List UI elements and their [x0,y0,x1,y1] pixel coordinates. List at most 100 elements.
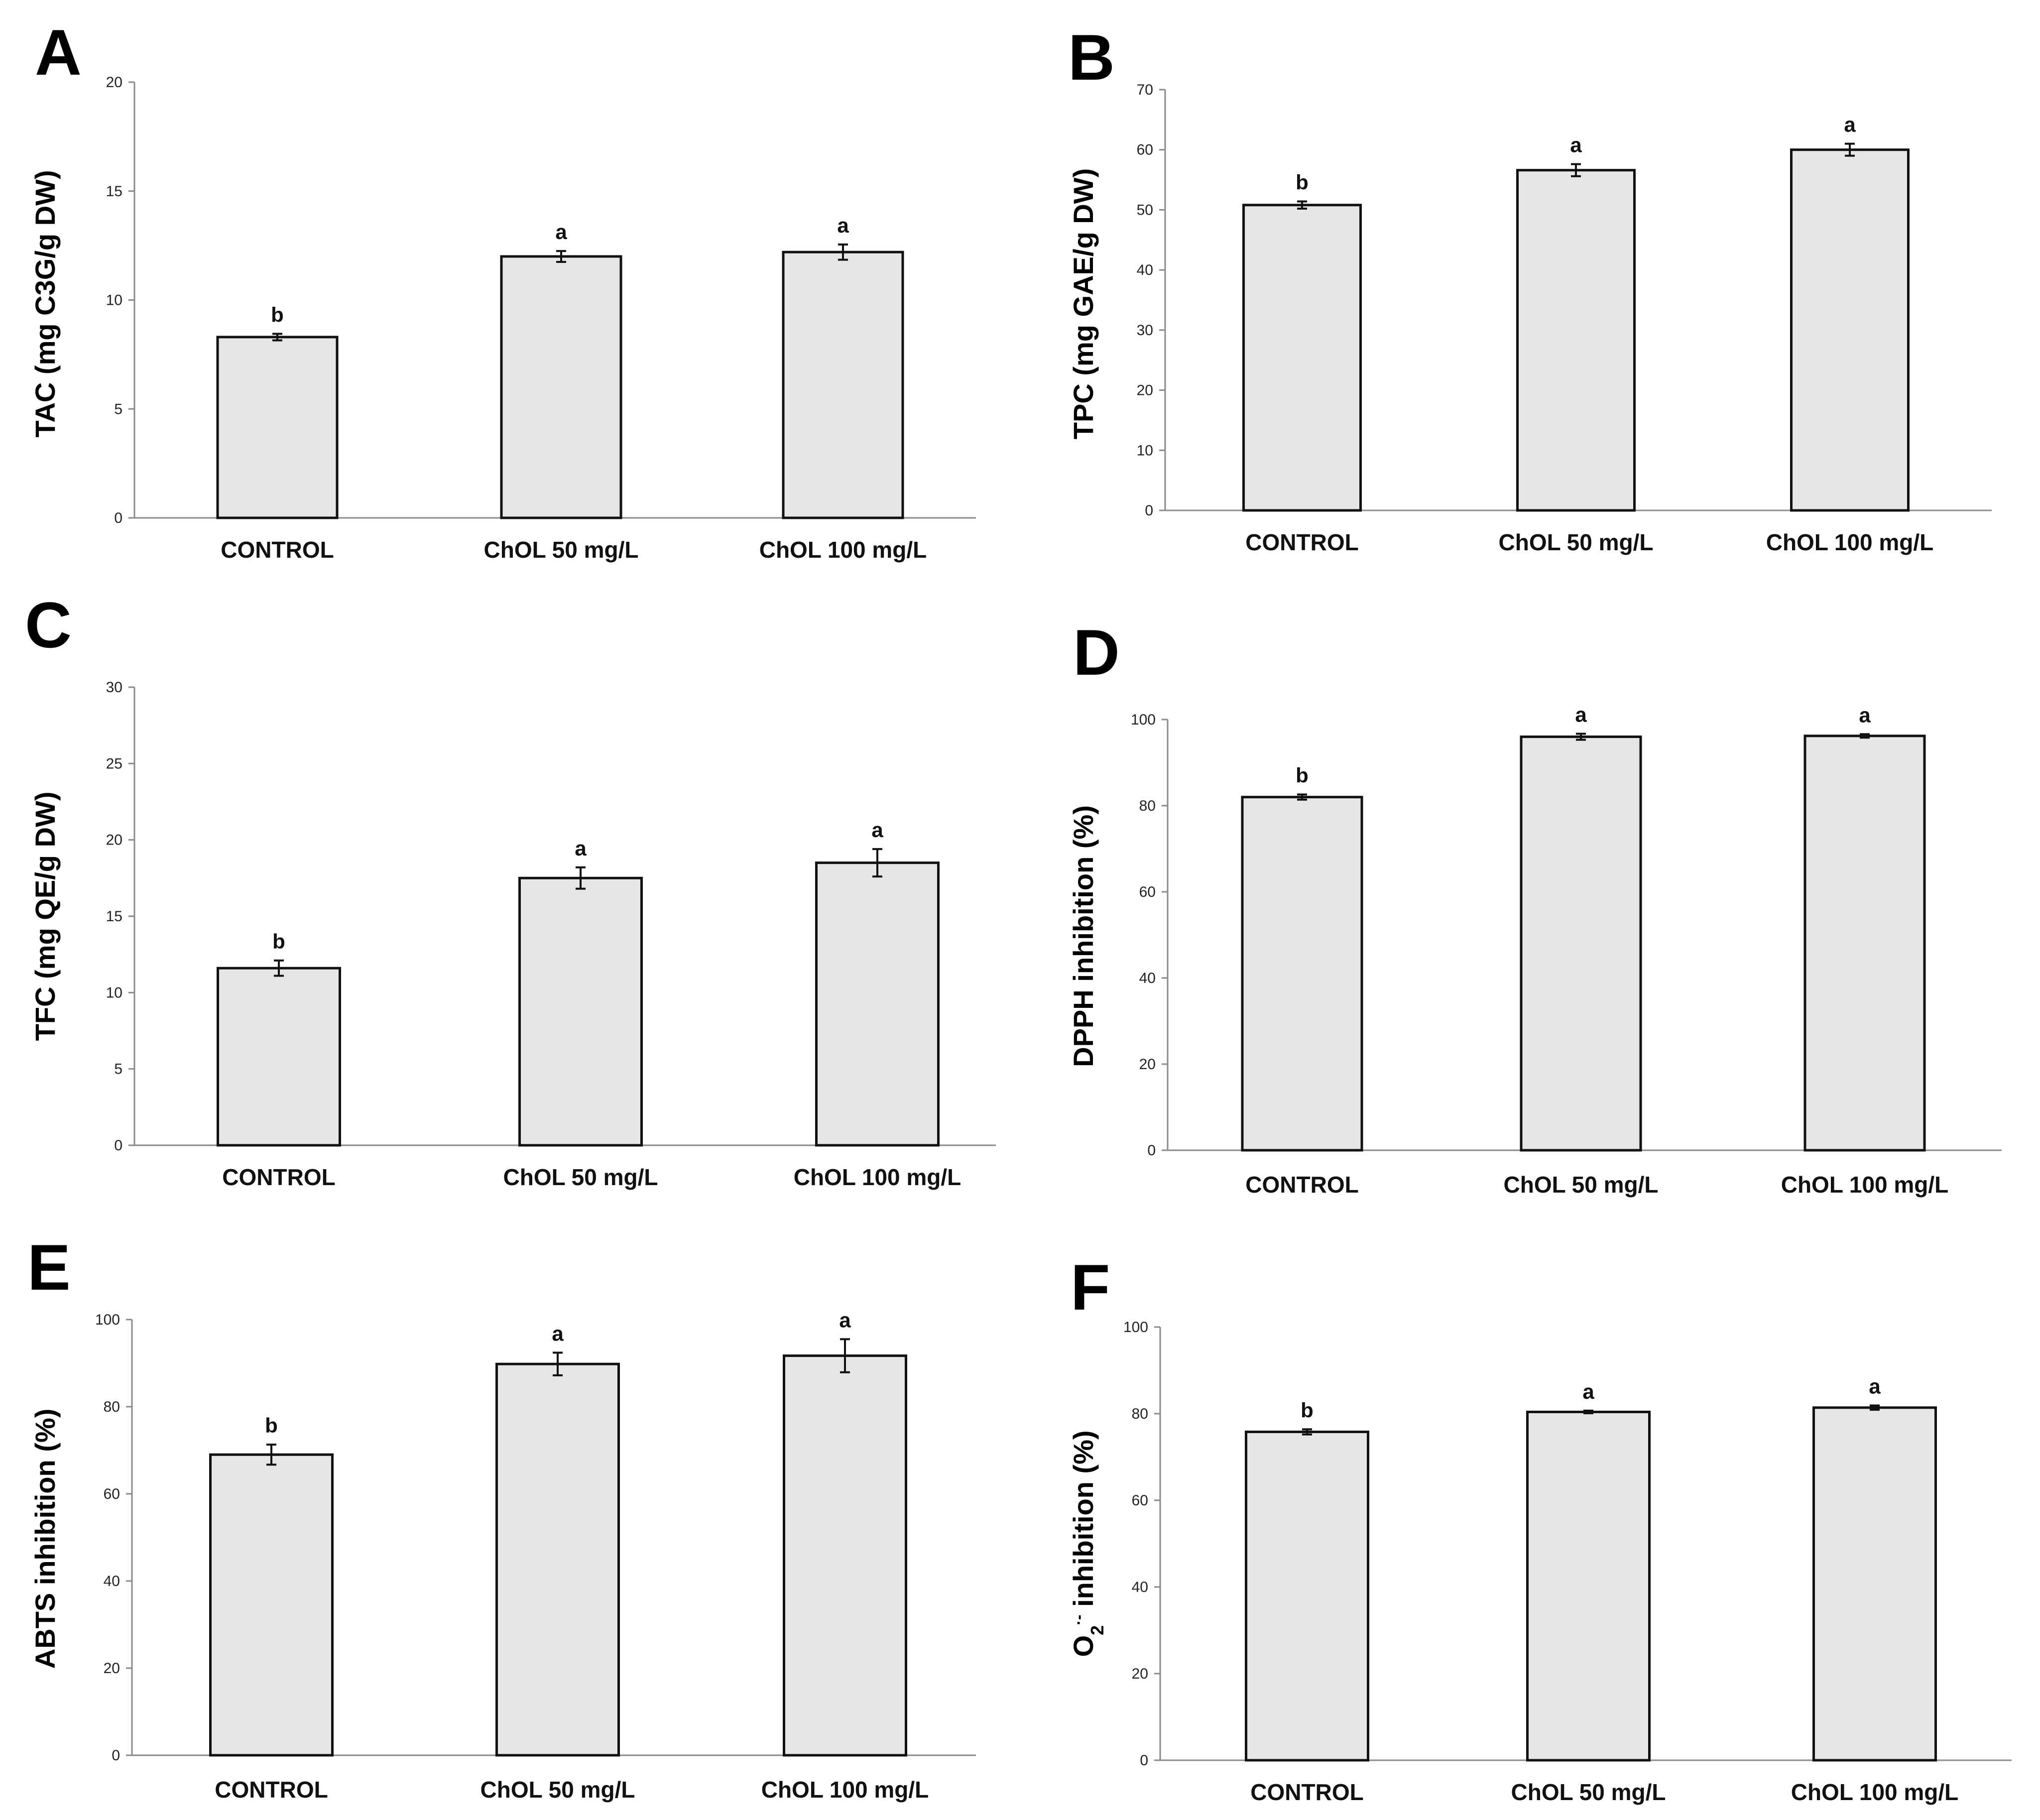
significance-letter: a [1844,113,1856,136]
category-label: ChOL 100 mg/L [1766,529,1934,555]
y-tick-label: 20 [1132,1666,1148,1682]
category-label: ChOL 50 mg/L [503,1164,658,1190]
y-tick-label: 40 [1132,1579,1148,1595]
y-tick-label: 40 [104,1573,120,1589]
y-tick-label: 10 [106,292,122,309]
y-tick-label: 30 [1137,322,1153,339]
y-tick-label: 20 [106,832,122,849]
error-bar [872,848,882,878]
y-axis-label: ABTS inhibition (%) [29,1409,61,1669]
y-axis-label: TFC (mg QE/g DW) [29,792,61,1041]
significance-letter: b [1296,764,1309,787]
error-bar [1870,1404,1880,1411]
category-label: CONTROL [221,537,334,563]
y-tick-label: 15 [106,183,122,200]
category-label: ChOL 100 mg/L [1781,1172,1949,1198]
panel-f: F 0 20 40 60 80 100 b CONTROL a ChOL 50 mg/L a ChOL … [1068,1251,2012,1805]
bar [500,255,622,519]
category-label: ChOL 50 mg/L [484,537,639,563]
panel-a: A 0 5 10 15 20 b CONTROL a ChOL 50 mg/L a ChOL 100 … [29,16,976,563]
category-label: CONTROL [215,1777,328,1803]
panel-letter: B [1068,21,1115,94]
category-label: ChOL 50 mg/L [480,1777,635,1803]
y-tick-label: 20 [106,74,122,91]
y-tick-label: 80 [1132,1406,1148,1422]
y-axis-label: TPC (mg GAE/g DW) [1068,168,1099,439]
y-axis-label-superscript: ·- [1070,1615,1087,1625]
y-tick-label: 20 [1139,1056,1156,1073]
bar [495,1362,620,1757]
bar [783,1354,907,1757]
y-tick-label: 80 [104,1399,120,1415]
panel-d: D 0 20 40 60 80 100 b CONTROL a ChOL 50 mg/L a ChOL … [1068,616,2002,1198]
error-bar [576,866,586,890]
error-bar [556,250,566,263]
y-axis-label: TAC (mg C3G/g DW) [29,170,61,437]
bar [1803,734,1926,1152]
y-tick-label: 0 [112,1747,120,1764]
significance-letter: a [1575,703,1587,727]
category-label: CONTROL [1245,1172,1358,1198]
error-bar [1297,793,1307,801]
y-tick-label: 0 [1145,502,1153,519]
error-bar [274,959,284,977]
y-tick-label: 80 [1139,798,1156,814]
error-bar [1302,1428,1312,1436]
error-bar [272,333,282,342]
category-label: ChOL 50 mg/L [1499,529,1654,555]
significance-letter: b [1301,1398,1314,1422]
significance-letter: a [1869,1374,1881,1398]
y-tick-label: 40 [1137,262,1153,278]
significance-letter: b [272,930,285,953]
y-tick-label: 100 [1123,1319,1148,1335]
error-bar [838,243,848,261]
y-tick-label: 5 [114,401,122,417]
significance-letter: a [575,837,587,860]
significance-letter: a [552,1322,564,1345]
panel-letter: A [35,16,82,89]
significance-letter: a [837,214,849,237]
bar [1526,1411,1651,1762]
panel-letter: C [25,589,72,661]
y-tick-label: 60 [1132,1492,1148,1509]
category-label: CONTROL [1250,1779,1363,1805]
y-tick-label: 20 [1137,382,1153,399]
error-bar [1571,163,1581,177]
significance-letter: b [271,303,284,326]
bar [1812,1406,1937,1762]
significance-letter: a [1582,1380,1594,1403]
y-tick-label: 0 [114,1137,122,1154]
bar [518,876,643,1147]
y-tick-label: 0 [1140,1752,1148,1769]
y-tick-label: 60 [104,1486,120,1502]
bar [1516,169,1636,512]
significance-letter: a [839,1308,851,1332]
bar [217,967,341,1147]
bar [1520,735,1642,1152]
category-label: CONTROL [1245,529,1358,555]
significance-letter: a [871,818,883,842]
significance-letter: a [1859,703,1871,727]
error-bar [1860,733,1870,739]
panel-letter: F [1071,1251,1110,1324]
significance-letter: a [1570,133,1582,157]
y-tick-label: 30 [106,679,122,696]
bar [1241,796,1363,1152]
error-bar [1576,732,1586,741]
panel-letter: D [1073,616,1120,689]
y-tick-label: 40 [1139,970,1156,986]
panel-c: C 0 5 10 15 20 25 30 b CONTROL a ChOL 50 mg/L a ChOL … [25,589,996,1190]
panel-b: B 0 10 20 30 40 50 60 70 b CONTROL a ChOL 50 mg/L a Ch… [1068,21,1992,555]
y-tick-label: 5 [114,1061,122,1078]
y-tick-label: 25 [106,755,122,772]
y-tick-label: 60 [1139,884,1156,900]
y-axis-label: DPPH inhibition (%) [1068,805,1099,1067]
category-label: CONTROL [222,1164,335,1190]
category-label: ChOL 100 mg/L [1791,1779,1959,1805]
bar [1790,148,1910,512]
error-bar [1297,200,1307,210]
y-tick-label: 100 [95,1312,120,1328]
panel-letter: E [27,1231,71,1304]
y-tick-label: 0 [1147,1142,1156,1159]
